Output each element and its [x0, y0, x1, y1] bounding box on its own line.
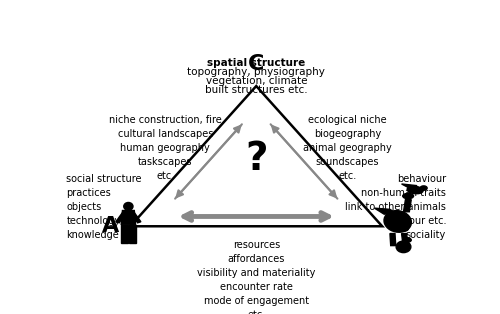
- Ellipse shape: [396, 241, 411, 253]
- Text: social structure
practices
objects
technology
knowledge: social structure practices objects techn…: [66, 174, 142, 240]
- Polygon shape: [132, 213, 141, 223]
- Polygon shape: [390, 234, 396, 246]
- Ellipse shape: [407, 186, 423, 194]
- Text: niche construction, fire
cultural landscapes
human geography
taskscapes
etc.: niche construction, fire cultural landsc…: [109, 115, 222, 181]
- Ellipse shape: [124, 203, 133, 210]
- Polygon shape: [374, 208, 396, 214]
- Polygon shape: [121, 225, 128, 243]
- Text: A: A: [102, 216, 118, 236]
- Text: behaviour
non-human traits
link to other animals
colour etc.
sociality: behaviour non-human traits link to other…: [345, 174, 446, 240]
- Ellipse shape: [402, 193, 413, 199]
- Text: topography, physiography: topography, physiography: [188, 67, 325, 77]
- Polygon shape: [402, 184, 417, 188]
- Polygon shape: [116, 213, 125, 223]
- Polygon shape: [402, 234, 408, 246]
- Polygon shape: [121, 210, 136, 225]
- Text: B: B: [394, 216, 411, 236]
- Text: C: C: [248, 54, 264, 74]
- Ellipse shape: [420, 186, 427, 190]
- Text: spatial structure: spatial structure: [207, 58, 306, 68]
- Text: ?: ?: [245, 139, 268, 178]
- Text: resources
affordances
visibility and materiality
encounter rate
mode of engageme: resources affordances visibility and mat…: [197, 240, 316, 314]
- Polygon shape: [404, 200, 411, 212]
- Polygon shape: [128, 225, 136, 243]
- Text: built structures etc.: built structures etc.: [205, 85, 308, 95]
- Ellipse shape: [384, 211, 411, 232]
- Text: ecological niche
biogeography
animal geography
soundscapes
etc.: ecological niche biogeography animal geo…: [303, 115, 392, 181]
- Text: vegetation, climate: vegetation, climate: [206, 76, 307, 86]
- Ellipse shape: [404, 238, 411, 242]
